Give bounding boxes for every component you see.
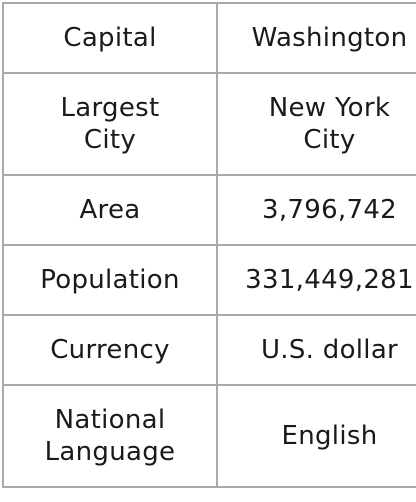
row-label-national-language: National Language — [2, 384, 218, 488]
row-label-text: Area — [79, 195, 141, 225]
row-label-text: Population — [40, 265, 180, 295]
row-value-text: 3,796,742 — [261, 195, 398, 225]
row-label-text: Currency — [50, 335, 170, 365]
table-row-largest-city: Largest City New York City — [2, 72, 416, 176]
row-label-largest-city: Largest City — [2, 72, 218, 176]
table-row-capital: Capital Washington — [2, 2, 416, 74]
row-value-capital: Washington — [216, 2, 416, 74]
row-value-area: 3,796,742 — [216, 174, 416, 246]
table-row-national-language: National Language English — [2, 384, 416, 488]
row-value-text: City — [303, 125, 356, 155]
row-value-text: New York — [268, 93, 391, 123]
row-label-text: Language — [44, 437, 176, 467]
row-label-text: Largest — [60, 93, 160, 123]
row-label-capital: Capital — [2, 2, 218, 74]
row-value-currency: U.S. dollar — [216, 314, 416, 386]
row-value-largest-city: New York City — [216, 72, 416, 176]
table-row-population: Population 331,449,281 — [2, 244, 416, 316]
row-label-area: Area — [2, 174, 218, 246]
row-label-currency: Currency — [2, 314, 218, 386]
row-value-text: U.S. dollar — [260, 335, 399, 365]
row-label-population: Population — [2, 244, 218, 316]
row-value-text: English — [281, 421, 378, 451]
row-label-text: National — [54, 405, 166, 435]
country-facts-table: Capital Washington Largest City New York… — [2, 2, 416, 488]
table-row-currency: Currency U.S. dollar — [2, 314, 416, 386]
row-value-text: 331,449,281 — [245, 265, 414, 295]
row-value-population: 331,449,281 — [216, 244, 416, 316]
row-value-national-language: English — [216, 384, 416, 488]
row-label-text: City — [83, 125, 137, 155]
row-value-text: Washington — [251, 23, 408, 53]
row-label-text: Capital — [63, 23, 157, 53]
table-row-area: Area 3,796,742 — [2, 174, 416, 246]
